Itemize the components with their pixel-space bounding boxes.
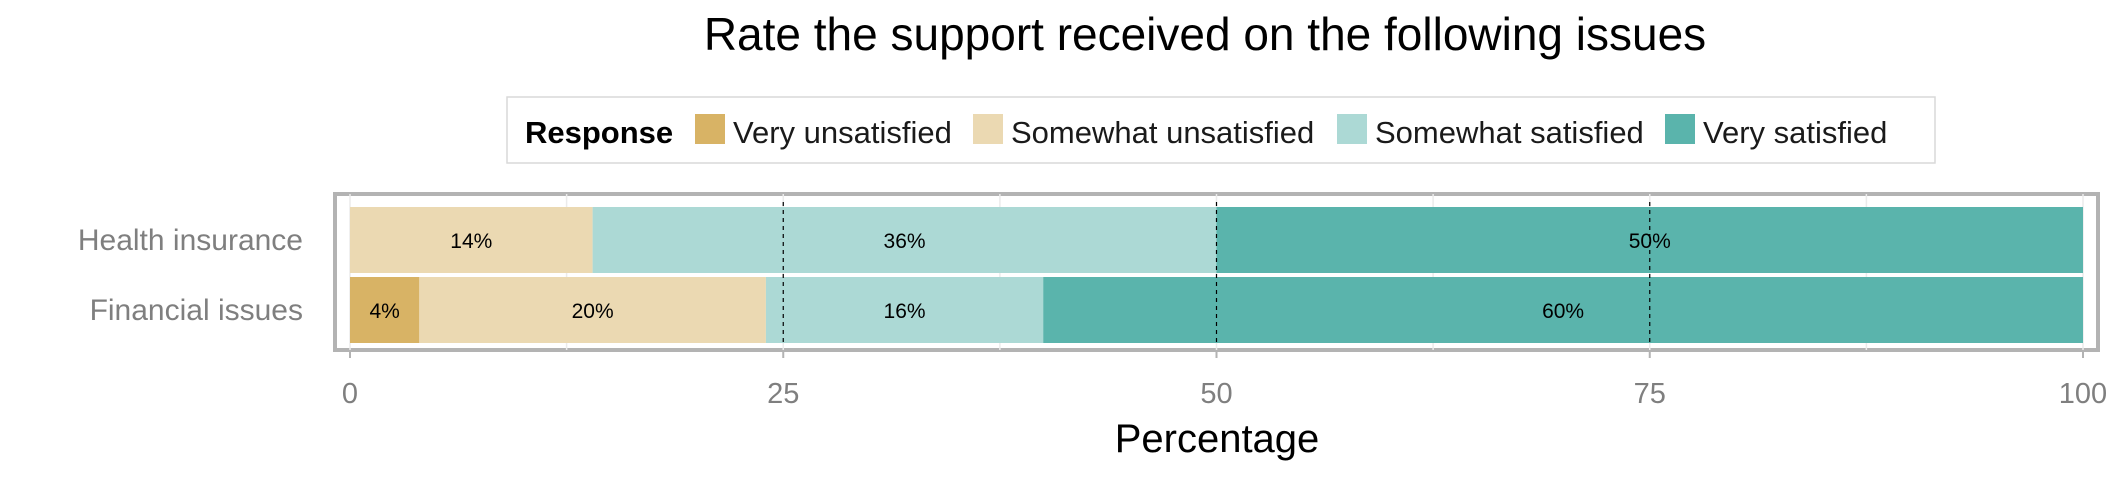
legend: Response Very unsatisfied Somewhat unsati… [506,96,1936,164]
category-label: Financial issues [90,294,303,327]
legend-item-label: Very satisfied [1703,115,1887,150]
bar-very-unsatisfied [350,277,420,343]
legend-title: Response [525,115,673,150]
legend-key [1337,114,1367,144]
bar-somewhat-satisfied [592,207,1217,273]
legend-item-label: Somewhat unsatisfied [1011,115,1314,150]
legend-item-label: Very unsatisfied [733,115,952,150]
x-tick-label: 25 [767,378,799,410]
plot-panel: 14% 36% 50% 4% 20% 16% 60% [333,192,2100,352]
bar-somewhat-unsatisfied [419,277,766,343]
x-tick-label: 0 [342,378,358,410]
bar-somewhat-satisfied [765,277,1044,343]
bar-value-label: 60% [1542,300,1584,323]
legend-key [695,114,725,144]
x-tick-label: 100 [2059,378,2107,410]
legend-key [973,114,1003,144]
bar-value-label: 36% [884,230,926,253]
x-tick-label: 75 [1634,378,1666,410]
bar-value-label: 4% [369,300,399,323]
bar-somewhat-unsatisfied [350,207,593,273]
bar-value-label: 20% [572,300,614,323]
category-label: Health insurance [78,224,303,257]
bar-value-label: 50% [1629,230,1671,253]
legend-box [506,96,1936,164]
legend-item-label: Somewhat satisfied [1375,115,1644,150]
x-axis-label: Percentage [1115,417,1320,461]
legend-key [1665,114,1695,144]
bar-value-label: 16% [884,300,926,323]
bar-value-label: 14% [450,230,492,253]
x-tick-label: 50 [1200,378,1232,410]
chart-title: Rate the support received on the followi… [704,8,1706,60]
